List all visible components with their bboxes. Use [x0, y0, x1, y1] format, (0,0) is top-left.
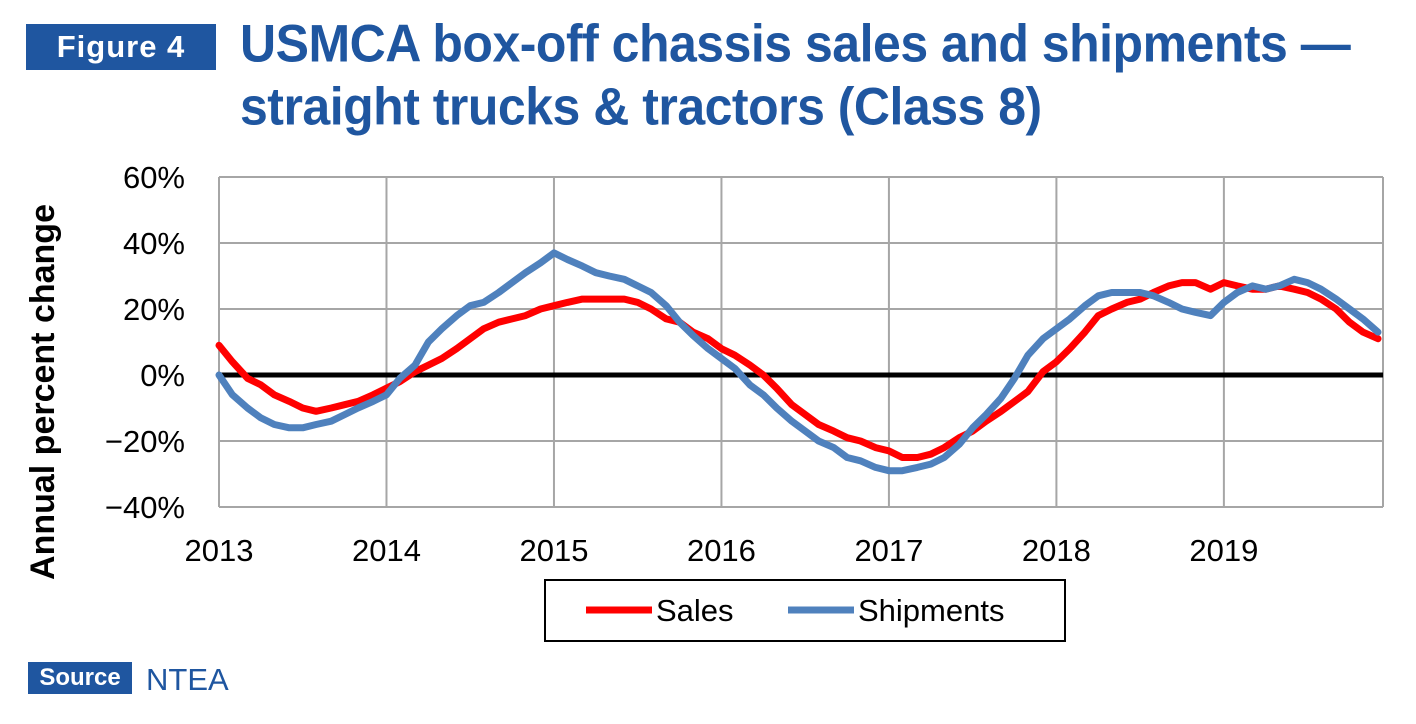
legend-label-shipments: Shipments: [858, 593, 1004, 628]
series-line-sales: [215, 279, 1382, 461]
y-tick-label: −40%: [105, 490, 185, 525]
legend-label-sales: Sales: [656, 593, 734, 628]
x-tick-label: 2016: [687, 533, 756, 568]
x-tick-label: 2013: [185, 533, 254, 568]
source-badge: Source: [28, 662, 132, 694]
y-tick-label: 0%: [140, 358, 185, 393]
chart-legend: Sales Shipments: [544, 579, 1066, 642]
x-tick-label: 2014: [352, 533, 421, 568]
chart-series: [215, 249, 1382, 475]
source-text: NTEA: [146, 662, 229, 697]
y-tick-label: −20%: [105, 424, 185, 459]
figure-badge: Figure 4: [26, 24, 216, 70]
x-axis-ticks: 2013 2014 2015 2016 2017 2018 2019: [185, 533, 1259, 568]
x-tick-label: 2019: [1189, 533, 1258, 568]
series-line-shipments: [215, 249, 1382, 475]
chart-title: USMCA box-off chassis sales and shipment…: [240, 12, 1400, 138]
chart-grid: [218, 176, 1384, 508]
x-tick-label: 2018: [1022, 533, 1091, 568]
chart-title-line-2: straight trucks & tractors (Class 8): [240, 77, 1042, 136]
y-axis-ticks: 60% 40% 20% 0% −20% −40%: [105, 160, 185, 525]
y-tick-label: 60%: [123, 160, 185, 195]
chart-title-line-1: USMCA box-off chassis sales and shipment…: [240, 14, 1351, 73]
y-tick-label: 20%: [123, 292, 185, 327]
x-tick-label: 2015: [519, 533, 588, 568]
x-tick-label: 2017: [854, 533, 923, 568]
y-axis-label: Annual percent change: [24, 204, 62, 580]
y-tick-label: 40%: [123, 226, 185, 261]
